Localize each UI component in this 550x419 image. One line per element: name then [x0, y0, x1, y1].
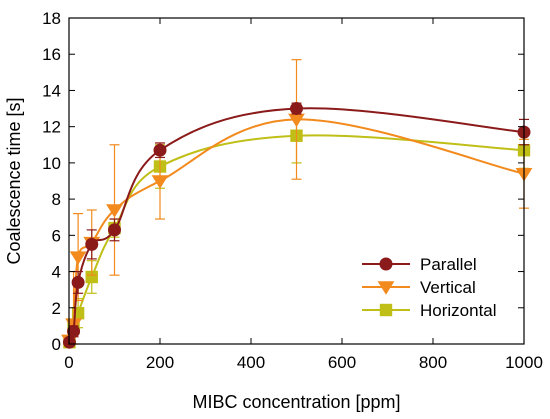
data-point — [290, 102, 303, 116]
legend-label: Horizontal — [420, 301, 497, 320]
data-point — [108, 223, 121, 237]
data-point — [106, 204, 123, 218]
y-tick-label: 6 — [52, 226, 61, 245]
legend-item-horizontal: Horizontal — [362, 301, 497, 320]
y-tick-label: 16 — [42, 45, 61, 64]
legend-marker — [377, 281, 395, 295]
series-parallel — [62, 102, 531, 349]
x-tick-label: 600 — [328, 353, 356, 372]
legend-label: Parallel — [420, 255, 477, 274]
data-point — [71, 275, 85, 289]
y-axis-label: Coalescence time [s] — [4, 97, 24, 264]
x-axis-label: MIBC concentration [ppm] — [192, 392, 400, 412]
plot-frame — [68, 17, 525, 345]
legend-label: Vertical — [420, 278, 476, 297]
data-point — [85, 237, 99, 251]
y-tick-label: 12 — [42, 118, 61, 137]
data-point — [153, 143, 167, 157]
data-point — [67, 324, 81, 338]
legend-item-vertical: Vertical — [362, 278, 476, 297]
data-point — [151, 175, 169, 189]
data-point — [69, 251, 87, 265]
series-line — [68, 107, 525, 343]
x-tick-label: 200 — [146, 353, 174, 372]
x-tick-label: 400 — [237, 353, 265, 372]
y-tick-label: 4 — [52, 263, 61, 282]
x-tick-label: 1000 — [505, 353, 543, 372]
legend-marker — [379, 303, 393, 317]
axes-layer: 0 200 400 600 800 1000 0 2 4 6 8 10 12 14 16 18 — [42, 9, 543, 372]
x-tick-label: 800 — [419, 353, 447, 372]
y-tick-label: 2 — [52, 299, 61, 318]
legend-marker — [379, 257, 393, 271]
y-tick-label: 0 — [52, 335, 61, 354]
x-tick-label: 0 — [64, 353, 73, 372]
y-tick-label: 10 — [42, 154, 61, 173]
y-tick-label: 14 — [42, 81, 61, 100]
y-tick-label: 8 — [52, 190, 61, 209]
y-tick-label: 18 — [42, 9, 61, 28]
legend: Parallel Vertical Horizontal — [362, 255, 497, 320]
legend-item-parallel: Parallel — [362, 255, 477, 274]
